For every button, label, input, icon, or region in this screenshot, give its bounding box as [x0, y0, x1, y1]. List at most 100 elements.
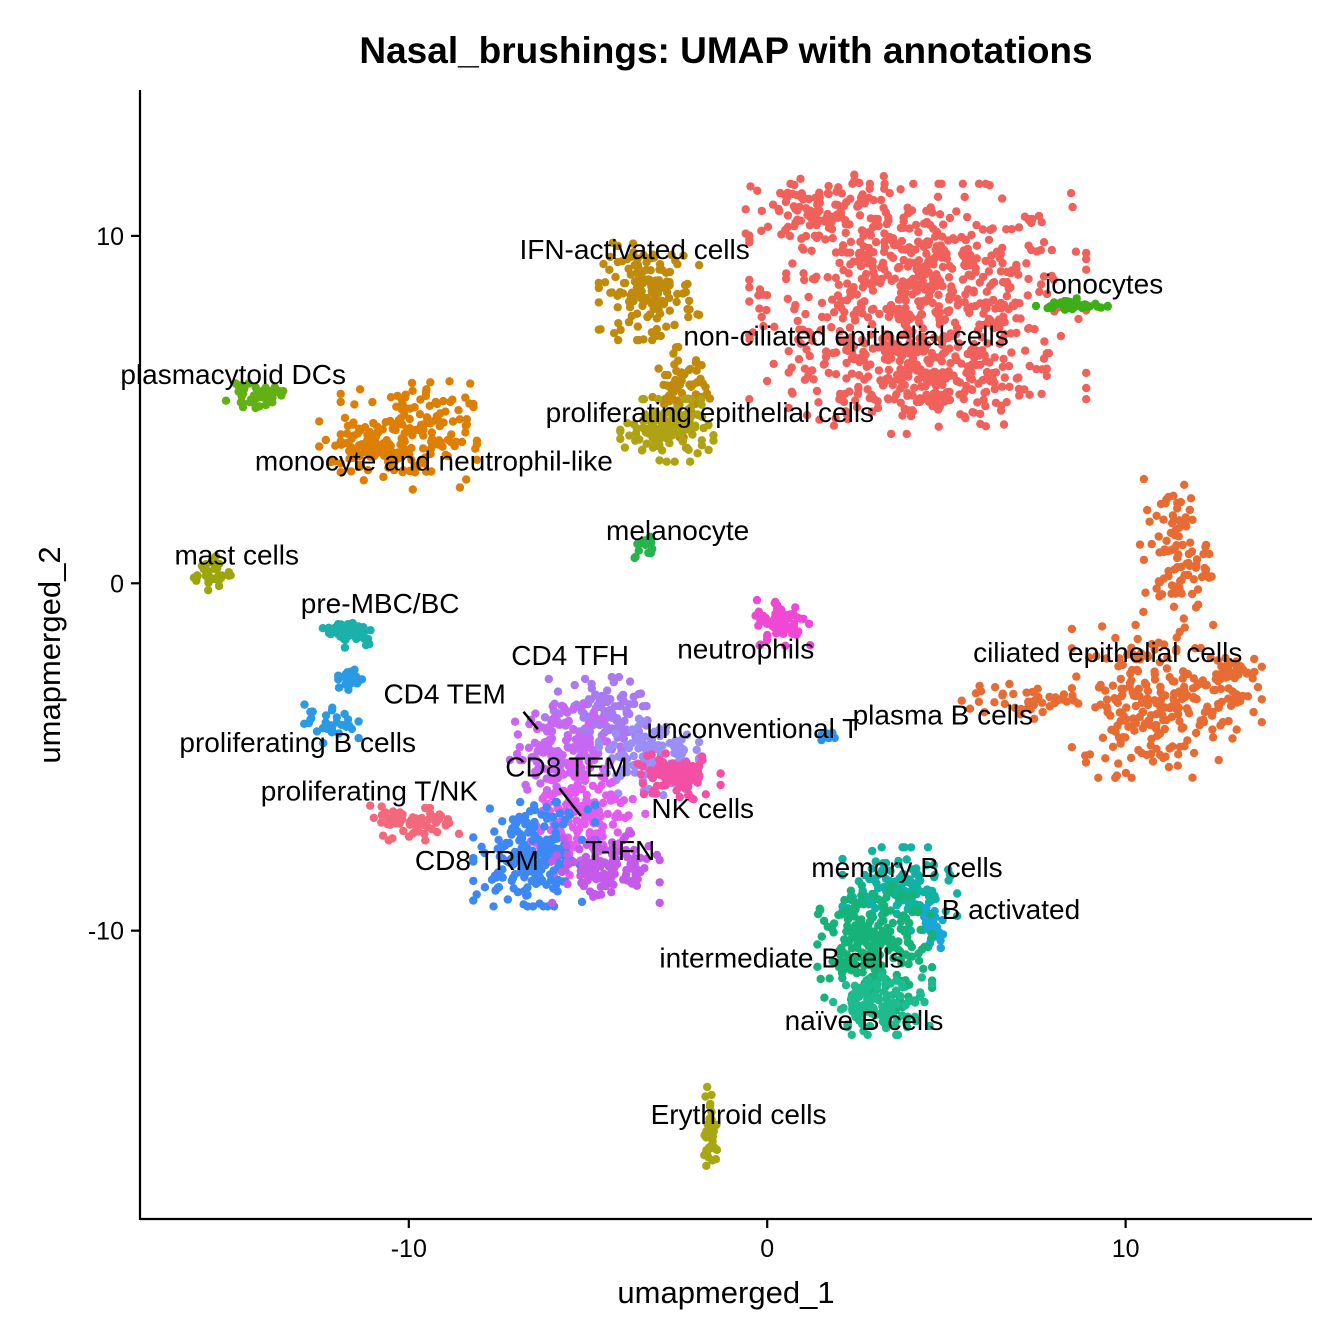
umap-point [626, 829, 636, 838]
umap-point [435, 810, 444, 819]
umap-point [366, 801, 375, 810]
umap-point [1178, 667, 1188, 676]
y-tick-label: 10 [96, 223, 124, 251]
umap-point [358, 632, 367, 641]
umap-point [896, 398, 905, 407]
umap-point [963, 304, 972, 313]
umap-point [885, 884, 894, 893]
umap-point [629, 845, 639, 855]
umap-point [913, 265, 922, 275]
umap-point [521, 780, 530, 790]
umap-point [1005, 382, 1014, 391]
umap-point [689, 763, 699, 772]
umap-point [676, 429, 686, 438]
umap-point [461, 428, 470, 437]
umap-point [888, 380, 897, 390]
umap-point [586, 887, 595, 896]
umap-point [1006, 329, 1015, 338]
umap-point [979, 272, 988, 282]
umap-point [886, 300, 896, 310]
umap-point [938, 336, 948, 345]
umap-point [990, 698, 999, 707]
umap-point [455, 483, 465, 492]
umap-point [1196, 716, 1205, 725]
umap-point [922, 390, 931, 399]
umap-point [616, 753, 625, 762]
umap-point [800, 364, 810, 373]
umap-point [919, 964, 928, 973]
umap-point [579, 746, 588, 755]
cluster-label: ciliated epithelial cells [973, 637, 1242, 668]
umap-point [489, 902, 498, 911]
umap-point [1097, 622, 1107, 631]
umap-point [1035, 287, 1044, 297]
umap-point [1173, 761, 1183, 770]
umap-point [889, 953, 898, 963]
umap-point [847, 944, 857, 953]
umap-point [553, 687, 563, 696]
umap-point [860, 339, 869, 348]
umap-point [692, 366, 701, 375]
umap-point [1187, 547, 1197, 556]
umap-point [932, 380, 941, 389]
umap-point [745, 238, 754, 247]
umap-point [800, 375, 810, 384]
umap-point [1074, 699, 1083, 708]
umap-point [1188, 515, 1197, 524]
umap-point [881, 858, 891, 868]
umap-point [836, 303, 846, 312]
umap-point [842, 410, 852, 419]
umap-point [824, 368, 833, 378]
umap-point [393, 391, 402, 401]
umap-point [831, 348, 841, 357]
umap-point [1111, 773, 1120, 782]
umap-point [344, 681, 353, 690]
umap-point [1022, 259, 1031, 268]
umap-point [1189, 674, 1198, 683]
umap-point [867, 874, 877, 883]
umap-point [855, 1010, 865, 1019]
umap-point [251, 383, 260, 392]
umap-point [1152, 584, 1161, 593]
umap-point [520, 873, 529, 882]
umap-point [540, 822, 549, 831]
umap-point [880, 865, 889, 874]
umap-point [575, 731, 584, 740]
umap-point [905, 224, 914, 233]
umap-point [682, 730, 692, 739]
umap-point [356, 426, 365, 435]
umap-point [245, 398, 254, 407]
umap-point [896, 185, 905, 194]
umap-point [829, 919, 839, 928]
umap-point [426, 378, 435, 387]
umap-point [973, 398, 982, 407]
umap-point [352, 679, 362, 688]
umap-point [1143, 653, 1153, 662]
umap-point [545, 870, 555, 879]
umap-point [1161, 752, 1170, 761]
umap-point [1135, 692, 1144, 701]
umap-point [407, 378, 417, 388]
umap-point [1205, 549, 1214, 559]
umap-point [500, 841, 510, 850]
umap-point [752, 595, 762, 605]
umap-point [528, 836, 537, 845]
umap-point [824, 189, 833, 199]
umap-point [513, 852, 523, 861]
umap-point [984, 267, 994, 276]
umap-point [885, 1010, 894, 1020]
umap-point [613, 257, 622, 267]
umap-point [517, 864, 526, 873]
umap-point [258, 393, 267, 402]
umap-point [601, 278, 610, 287]
umap-point [651, 276, 660, 285]
umap-point [516, 797, 525, 807]
umap-point [563, 730, 572, 740]
umap-point [1189, 693, 1198, 702]
umap-point [1257, 718, 1267, 727]
umap-point [822, 313, 832, 322]
umap-point [1185, 561, 1195, 571]
umap-point [838, 870, 847, 880]
umap-point [869, 248, 878, 257]
umap-point [944, 865, 953, 874]
